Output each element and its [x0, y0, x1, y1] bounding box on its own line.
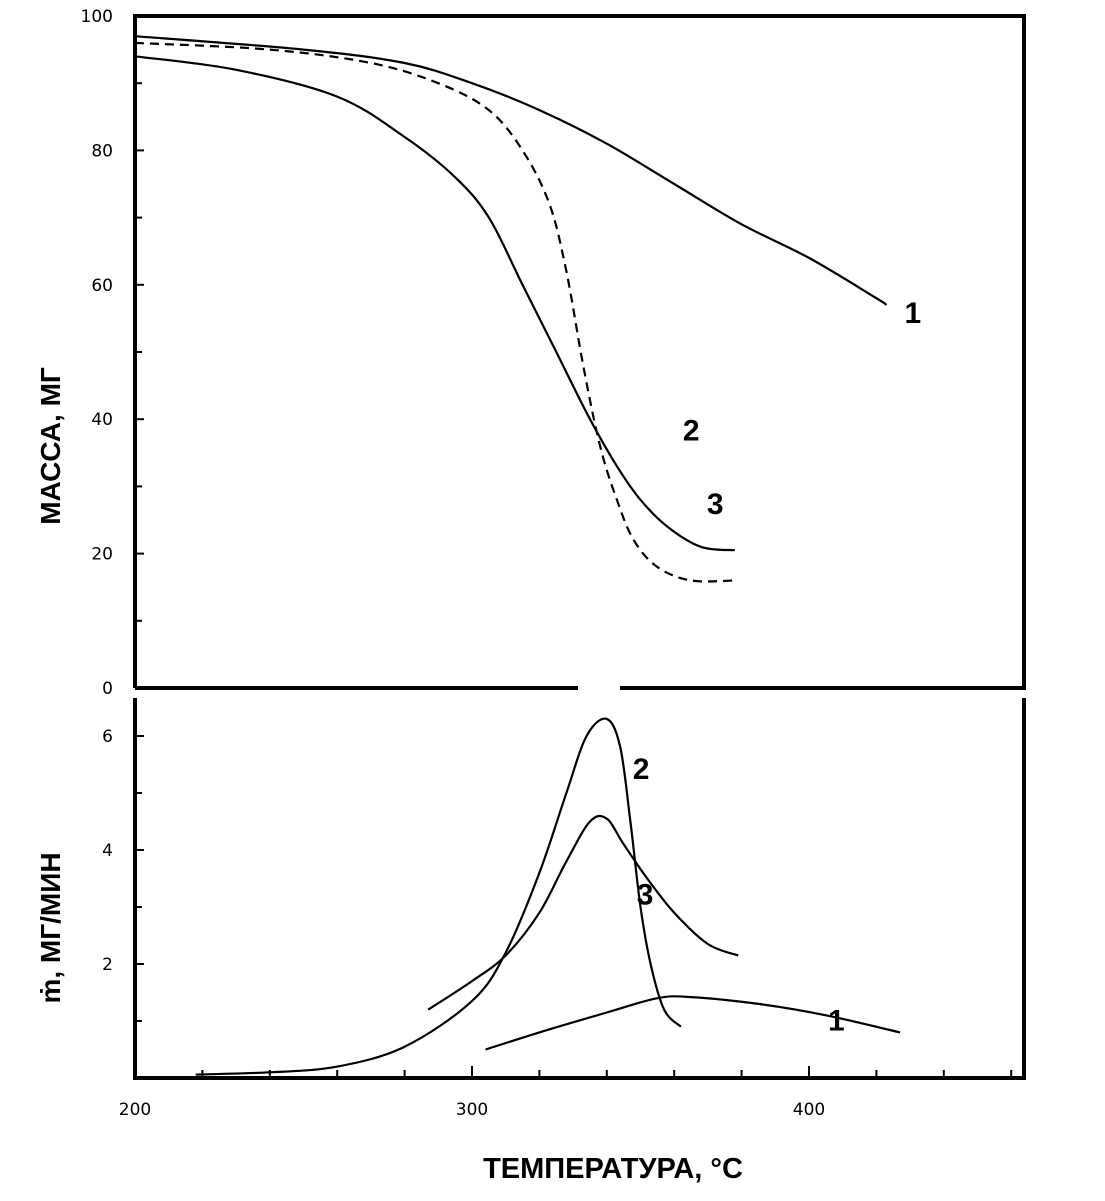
- top-y-tick-label: 100: [81, 7, 113, 27]
- curves: [134, 35, 901, 1076]
- top-y-tick-label: 20: [91, 545, 113, 565]
- top-curve-label-3: 3: [707, 488, 724, 521]
- top-y-axis-title: МАССА, МГ: [35, 367, 66, 525]
- top-y-tick-label: 0: [102, 679, 113, 699]
- plot-frames: [133, 14, 1026, 1080]
- curve-labels: 1 2 3 1 2 3: [633, 297, 921, 1037]
- x-tick-label: 400: [793, 1100, 825, 1120]
- bottom-curve-2: [195, 717, 682, 1076]
- top-curve-label-2: 2: [683, 415, 700, 448]
- top-y-tick-label: 40: [91, 410, 113, 430]
- bottom-curve-label-1: 1: [828, 1004, 845, 1037]
- bottom-curve-label-3: 3: [637, 879, 654, 912]
- x-axis-title: ТЕМПЕРАТУРА, °C: [483, 1153, 743, 1185]
- top-y-tick-label: 80: [91, 141, 113, 161]
- axis-tick-labels: 0 20 40 60 80 100 2 4 6 200 300 400: [81, 7, 826, 1120]
- top-curve-2: [134, 41, 735, 583]
- bottom-y-tick-label: 4: [102, 841, 113, 861]
- x-tick-label: 200: [119, 1100, 151, 1120]
- bottom-curve-1: [485, 995, 901, 1051]
- bottom-y-tick-label: 2: [102, 955, 113, 975]
- axis-ticks: [134, 15, 1013, 1078]
- top-panel-frame: [133, 14, 1026, 690]
- x-tick-label: 300: [456, 1100, 488, 1120]
- top-y-tick-label: 60: [91, 276, 113, 296]
- bottom-curve-3: [427, 814, 739, 1011]
- bottom-y-tick-label: 6: [102, 727, 113, 747]
- bottom-curve-label-2: 2: [633, 753, 650, 786]
- bottom-panel-frame: [133, 698, 1026, 1080]
- bottom-y-axis-title: ṁ, МГ/МИН: [35, 852, 66, 1003]
- top-curve-label-1: 1: [905, 297, 922, 330]
- top-curve-3: [134, 55, 735, 552]
- top-curve-1: [134, 35, 888, 306]
